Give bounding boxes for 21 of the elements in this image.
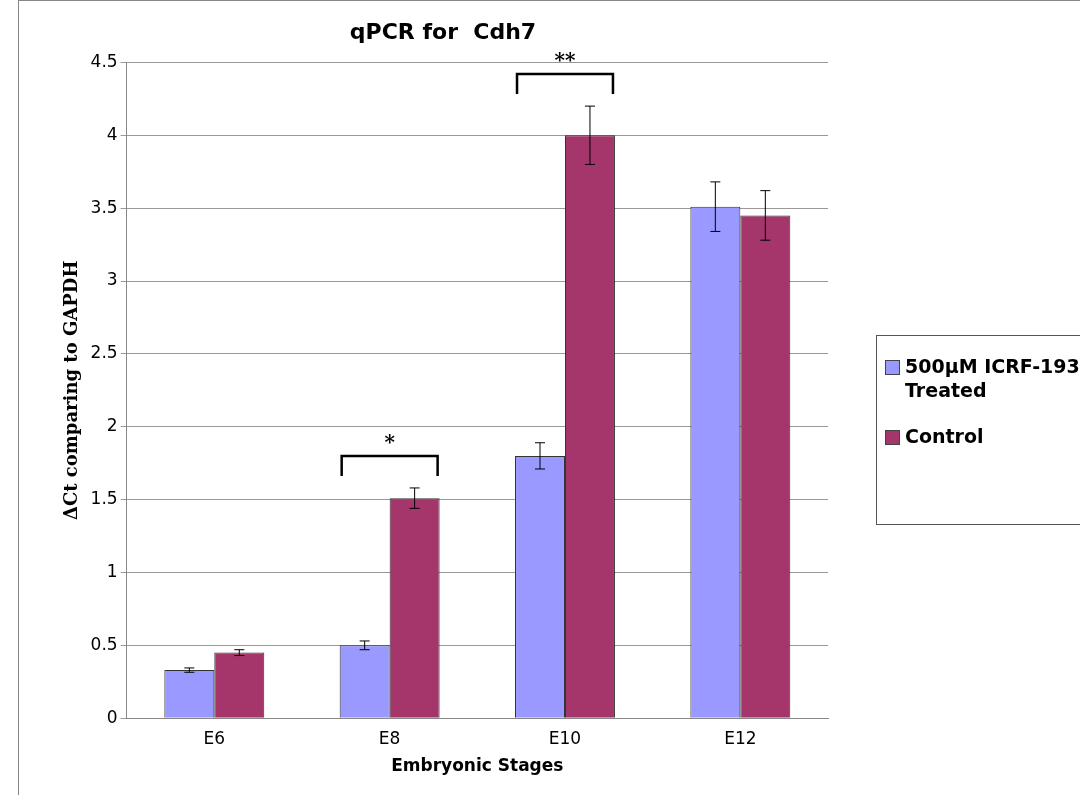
legend-label: 500µM ICRF-193 Treated [905, 354, 1080, 402]
annotation: ** [554, 48, 576, 73]
y-tick-label: 2 [106, 415, 118, 436]
y-tick-label: 4.5 [90, 50, 118, 71]
annotation: * [384, 430, 396, 455]
chart-title: qPCR for Cdh7 [349, 18, 537, 44]
legend-label: Control [905, 424, 984, 448]
y-tick-label: 0.5 [90, 633, 118, 654]
y-tick-label: 4 [106, 123, 118, 144]
x-axis-title: Embryonic Stages [391, 755, 564, 776]
y-axis-title: ΔCt comparing to GAPDH [60, 260, 82, 521]
y-tick-label: 1.5 [90, 488, 118, 509]
y-tick-label: 0 [106, 706, 118, 727]
y-tick-label: 1 [106, 560, 118, 581]
x-tick-label: E6 [203, 727, 226, 748]
x-tick-label: E12 [724, 727, 757, 748]
y-tick-label: 3 [106, 269, 118, 290]
x-tick-label: E8 [378, 727, 401, 748]
y-tick-label: 2.5 [90, 342, 118, 363]
y-tick-label: 3.5 [90, 196, 118, 217]
x-tick-label: E10 [548, 727, 582, 748]
